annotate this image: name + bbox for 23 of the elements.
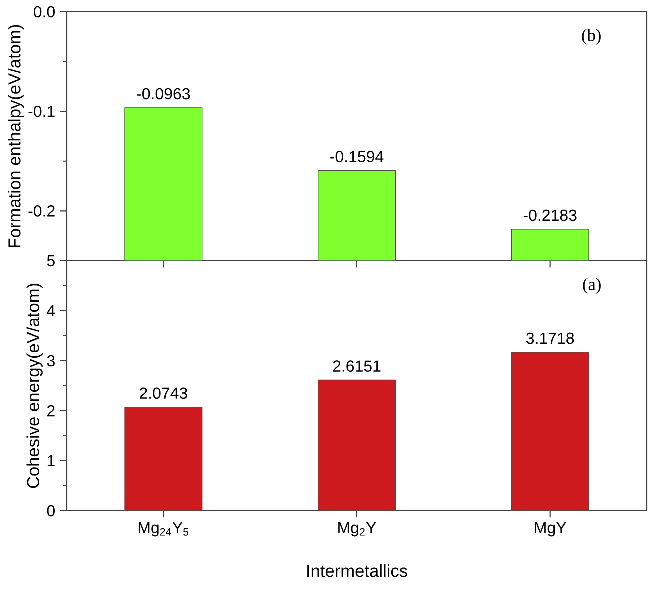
y-tick-label: 1 — [48, 456, 55, 467]
data-label: -0.1594 — [330, 151, 384, 162]
annotation: (a) — [583, 278, 601, 294]
x-tick-label: Mg$_{24}$Y$_{5}$ — [138, 522, 189, 537]
y-tick-label: 4 — [47, 306, 56, 316]
y-tick-label: 2 — [48, 405, 55, 417]
y-tick-label: 0 — [47, 505, 55, 517]
y-axis-title: Formation enthalpy(eV/atom) — [8, 25, 24, 248]
x-axis-title: Intermetallics — [308, 564, 408, 578]
y-tick-label: 3 — [47, 355, 55, 367]
data-label: -0.0963 — [137, 88, 190, 100]
y-tick-label: 5 — [47, 255, 55, 267]
x-tick-label: MgY — [535, 522, 566, 537]
data-label: 2.6151 — [333, 360, 381, 372]
data-label: 3.1718 — [526, 332, 574, 344]
y-tick-label: -0.1 — [28, 106, 55, 118]
y-tick-label: -0.2 — [28, 206, 55, 217]
x-tick-label: Mg$_{2}$Y — [338, 522, 376, 537]
y-axis-title: Cohesive energy(eV/atom) — [26, 284, 43, 488]
data-label: 2.0743 — [140, 388, 188, 400]
annotation: (b) — [582, 29, 601, 45]
data-label: -0.2183 — [524, 210, 577, 222]
y-tick-label: 0.0 — [34, 6, 56, 18]
